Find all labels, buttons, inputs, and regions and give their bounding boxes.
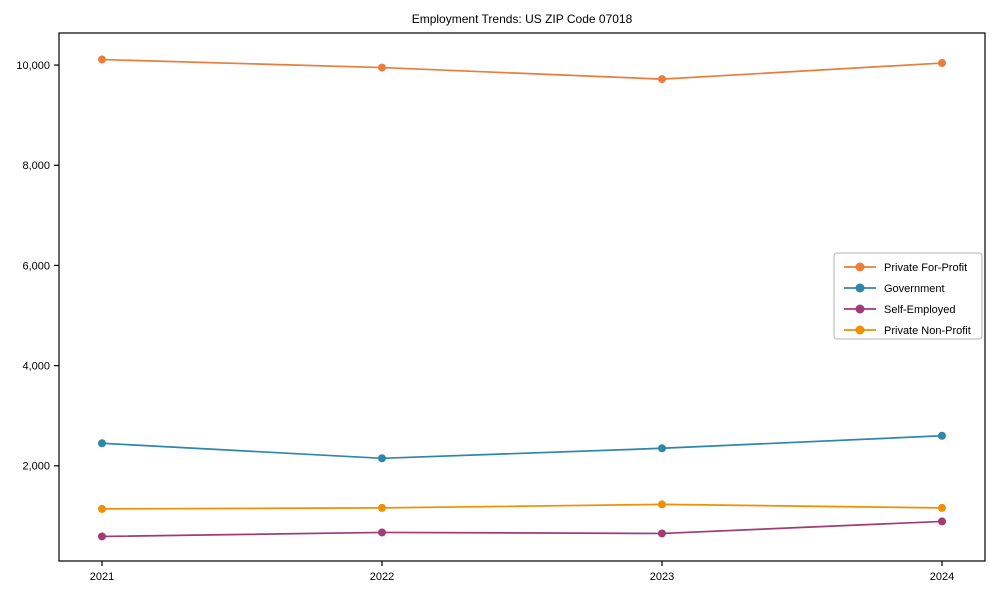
data-point-marker: [378, 503, 386, 512]
legend-marker-dot: [855, 304, 865, 314]
data-point-marker: [378, 454, 386, 463]
y-tick-label: 2,000: [22, 461, 50, 473]
data-point-marker: [98, 532, 106, 541]
data-point-marker: [98, 55, 106, 64]
series-line: [101, 58, 943, 80]
x-tick-label: 2021: [90, 571, 114, 583]
data-point-marker: [98, 439, 106, 448]
legend-label: Self-Employed: [884, 304, 956, 316]
legend-marker-dot: [855, 283, 865, 293]
data-point-marker: [938, 59, 946, 68]
data-point-marker: [98, 504, 106, 513]
legend-marker-dot: [855, 325, 865, 335]
legend-label: Government: [884, 283, 945, 295]
data-point-marker: [378, 528, 386, 537]
plot-area: [58, 32, 986, 562]
data-point-marker: [658, 75, 666, 84]
data-point-marker: [938, 503, 946, 512]
series-line: [101, 503, 943, 510]
data-point-marker: [658, 529, 666, 538]
legend-marker-dot: [855, 262, 865, 272]
y-tick-label: 8,000: [22, 160, 50, 172]
data-point-marker: [658, 444, 666, 453]
x-tick-label: 2023: [650, 571, 674, 583]
series-lines: [98, 55, 946, 541]
legend-label: Private For-Profit: [884, 262, 967, 274]
data-point-marker: [938, 431, 946, 440]
x-tick-label: 2022: [370, 571, 394, 583]
plot-border: [58, 32, 986, 562]
y-tick-label: 4,000: [22, 360, 50, 372]
data-point-marker: [658, 500, 666, 509]
data-point-marker: [378, 63, 386, 72]
series-line: [101, 520, 943, 538]
x-tick-label: 2024: [930, 571, 954, 583]
legend-box: [833, 252, 983, 340]
legend: Private For-Profit Government Self-Employe…: [833, 252, 983, 340]
data-point-marker: [938, 517, 946, 526]
y-tick-label: 6,000: [22, 260, 50, 272]
axes: 2,000 4,000 6,000 8,000 10,000 2021 2022 2023 20…: [16, 60, 954, 583]
legend-label: Private Non-Profit: [884, 325, 971, 337]
y-tick-label: 10,000: [16, 60, 50, 72]
chart-title: Employment Trends: US ZIP Code 07018: [412, 12, 633, 26]
series-line: [101, 434, 943, 460]
